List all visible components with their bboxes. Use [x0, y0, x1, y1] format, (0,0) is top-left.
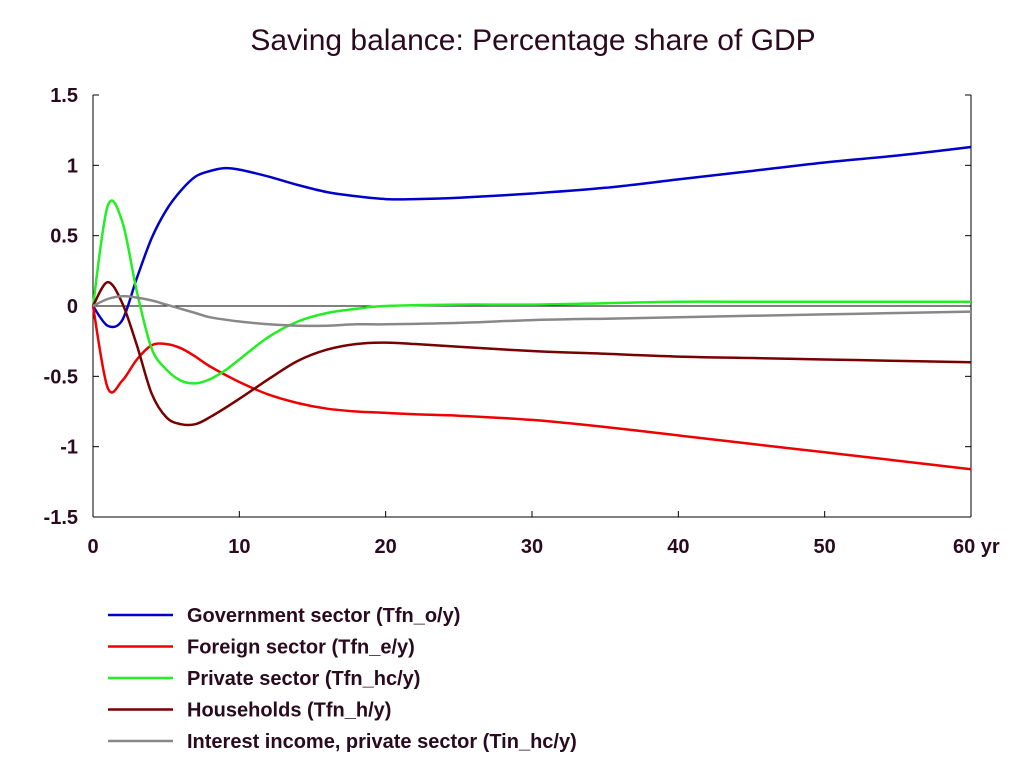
legend-label: Government sector (Tfn_o/y) [187, 605, 460, 627]
y-tick-label: 1 [67, 155, 78, 177]
chart-title: Saving balance: Percentage share of GDP [250, 24, 815, 57]
y-tick-label: -1 [60, 437, 78, 459]
x-tick-label: 50 [814, 536, 836, 558]
x-tick-label: 60 yr [953, 536, 1000, 558]
y-axis-ticks: 1.5 1 0.5 0 -0.5 -1 -1.5 [44, 85, 971, 529]
x-tick-label: 20 [375, 536, 397, 558]
x-tick-label: 10 [228, 536, 250, 558]
legend-label: Interest income, private sector (Tin_hc/… [187, 731, 577, 753]
x-tick-label: 40 [667, 536, 689, 558]
series-line-4 [91, 280, 972, 427]
series-line-2 [91, 305, 972, 471]
legend-label: Foreign sector (Tfn_e/y) [187, 637, 415, 659]
legend-label: Households (Tfn_h/y) [187, 700, 391, 722]
series-line-3 [91, 199, 971, 385]
y-tick-label: 0 [67, 296, 78, 318]
y-tick-label: -1.5 [44, 507, 78, 529]
y-tick-label: 0.5 [50, 226, 78, 248]
legend: Government sector (Tfn_o/y) Foreign secto… [108, 605, 577, 753]
legend-label: Private sector (Tfn_hc/y) [187, 668, 420, 690]
series-lines [91, 145, 972, 471]
y-tick-label: -0.5 [44, 366, 78, 388]
series-line-5 [92, 294, 972, 328]
y-tick-label: 1.5 [50, 85, 78, 107]
x-tick-label: 0 [87, 536, 98, 558]
x-tick-label: 30 [521, 536, 543, 558]
x-axis-ticks: 0 10 20 30 40 50 60 yr [87, 511, 1000, 558]
series-line-1 [91, 145, 972, 329]
